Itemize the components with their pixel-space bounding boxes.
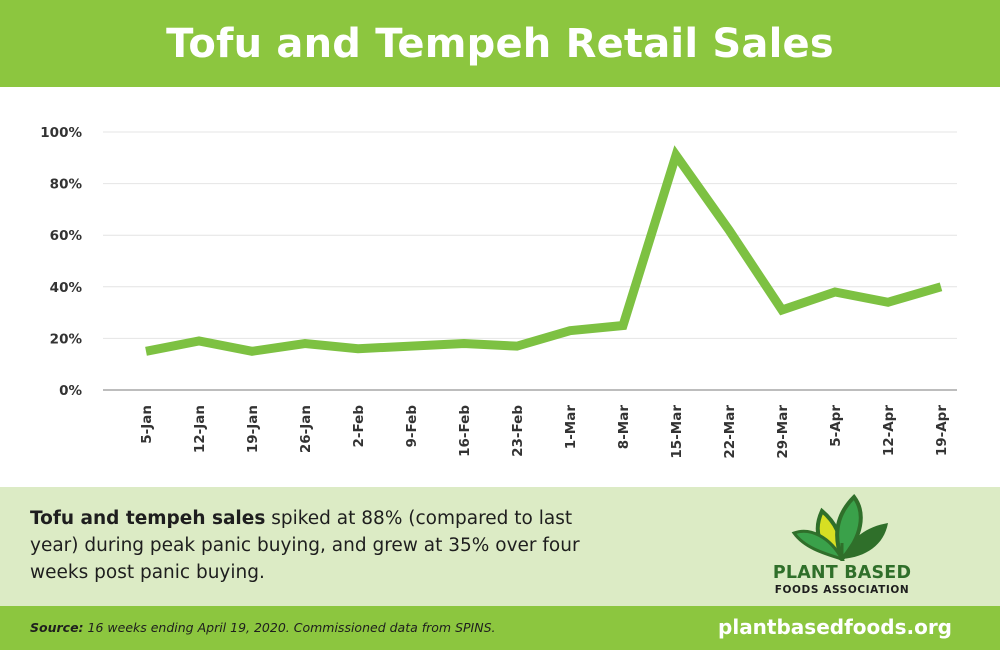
x-tick-label: 22-Mar xyxy=(722,405,738,459)
logo-subtitle: FOODS ASSOCIATION xyxy=(774,584,910,596)
x-tick-label: 15-Mar xyxy=(669,405,685,459)
info-text: Tofu and tempeh sales spiked at 88% (com… xyxy=(30,505,590,586)
x-tick-label: 12-Apr xyxy=(881,405,897,457)
x-tick-label: 5-Apr xyxy=(828,405,844,447)
footer-bar: Source: 16 weeks ending April 19, 2020. … xyxy=(0,606,1000,650)
y-tick-label: 80% xyxy=(50,177,83,193)
y-tick-label: 20% xyxy=(50,331,83,347)
x-tick-label: 23-Feb xyxy=(510,405,526,457)
website-link[interactable]: plantbasedfoods.org xyxy=(718,615,952,639)
source-text: 16 weeks ending April 19, 2020. Commissi… xyxy=(83,620,496,635)
header-banner: Tofu and Tempeh Retail Sales xyxy=(0,0,1000,87)
gridlines xyxy=(103,131,957,391)
x-tick-label: 2-Feb xyxy=(351,405,367,448)
info-body-text: spiked at 88% (compared to last year) du… xyxy=(30,508,580,583)
y-tick-label: 60% xyxy=(50,228,83,244)
logo-title: PLANT BASED xyxy=(772,563,912,583)
y-axis-ticks: 0% 20% 40% 60% 80% 100% xyxy=(40,125,82,399)
x-tick-label: 19-Jan xyxy=(245,405,261,453)
y-tick-label: 40% xyxy=(50,280,83,296)
x-tick-label: 1-Mar xyxy=(563,405,579,450)
x-tick-label: 5-Jan xyxy=(139,405,155,444)
x-tick-label: 26-Jan xyxy=(298,405,314,453)
pbfa-logo: PLANT BASED FOODS ASSOCIATION xyxy=(762,493,922,603)
leaf-icon xyxy=(791,493,888,561)
x-tick-label: 9-Feb xyxy=(404,405,420,448)
info-bold-text: Tofu and tempeh sales xyxy=(30,508,266,529)
source-label: Source: xyxy=(30,620,84,635)
chart-title: Tofu and Tempeh Retail Sales xyxy=(166,20,834,67)
x-tick-label: 19-Apr xyxy=(934,405,950,457)
source-note: Source: 16 weeks ending April 19, 2020. … xyxy=(30,620,496,635)
series-line xyxy=(145,145,943,356)
y-tick-label: 0% xyxy=(59,383,82,399)
x-axis-ticks: 5-Jan 12-Jan 19-Jan 26-Jan 2-Feb 9-Feb 16-Feb 2… xyxy=(139,405,950,459)
line-chart: 0% 20% 40% 60% 80% 100% 5-Jan 12-Jan 19-Jan 26-J… xyxy=(40,125,957,459)
series-group xyxy=(145,145,943,356)
x-tick-label: 8-Mar xyxy=(616,405,632,450)
x-tick-label: 16-Feb xyxy=(457,405,473,457)
y-tick-label: 100% xyxy=(40,125,82,141)
x-tick-label: 12-Jan xyxy=(192,405,208,453)
x-tick-label: 29-Mar xyxy=(775,405,791,459)
